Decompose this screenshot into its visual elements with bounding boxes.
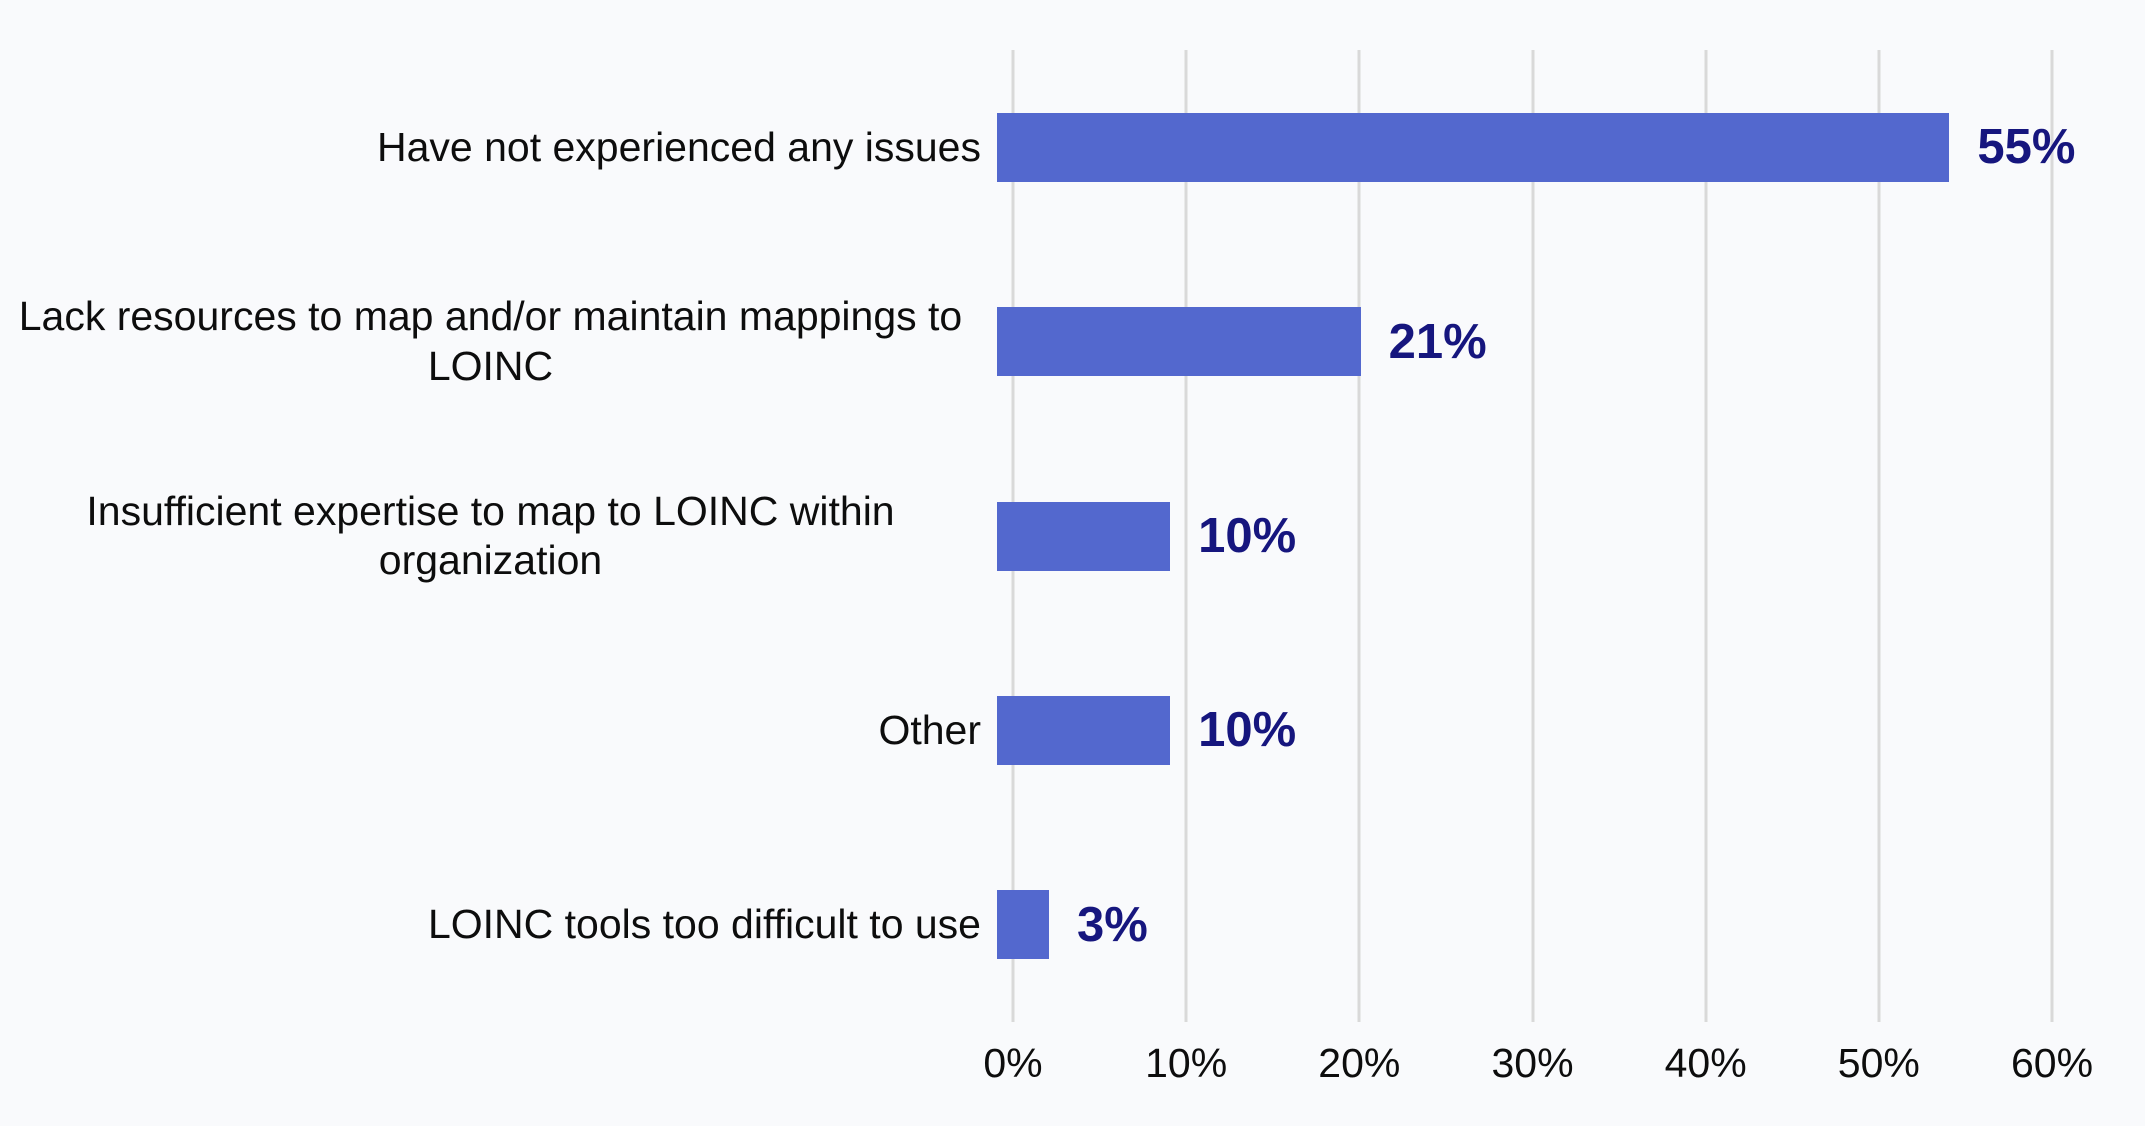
x-axis-tick: 40% <box>1664 1040 1747 1086</box>
gridline <box>1877 50 1881 1022</box>
category-label: Have not experienced any issues <box>0 123 997 172</box>
bar-track: 55% <box>997 50 2145 244</box>
x-axis-tick: 0% <box>983 1040 1043 1086</box>
bar[interactable] <box>997 307 1361 377</box>
value-label: 3% <box>1076 897 1148 952</box>
x-axis-tick: 20% <box>1318 1040 1401 1086</box>
x-axis-tick: 10% <box>1145 1040 1228 1086</box>
gridline <box>1704 50 1708 1022</box>
category-label-text: LOINC tools too difficult to use <box>427 901 981 948</box>
x-axis: 0% 10% 20% 30% 40% 50% 60% <box>0 1040 2145 1100</box>
bar-track: 21% <box>997 244 2145 438</box>
category-label: Other <box>0 706 997 755</box>
chart-row: LOINC tools too difficult to use 3% <box>0 828 2145 1022</box>
category-label-text: Other <box>878 706 981 753</box>
category-label: LOINC tools too difficult to use <box>0 900 997 949</box>
value-label: 21% <box>1388 314 1487 369</box>
bar-track: 10% <box>997 439 2145 633</box>
bar[interactable] <box>997 890 1049 960</box>
chart-row: Other 10% <box>0 633 2145 827</box>
chart-rows: Have not experienced any issues 55% Lack r… <box>0 50 2145 1022</box>
value-label: 55% <box>1977 120 2076 175</box>
x-axis-tick: 30% <box>1491 1040 1574 1086</box>
gridline <box>1184 50 1188 1022</box>
category-label: Insufficient expertise to map to LOINC w… <box>0 487 997 585</box>
bar[interactable] <box>997 112 1950 182</box>
chart-row: Insufficient expertise to map to LOINC w… <box>0 439 2145 633</box>
bar-track: 10% <box>997 633 2145 827</box>
bar[interactable] <box>997 501 1171 571</box>
chart-row: Have not experienced any issues 55% <box>0 50 2145 244</box>
bar[interactable] <box>997 695 1171 765</box>
x-axis-tick: 50% <box>1837 1040 1920 1086</box>
value-label: 10% <box>1198 703 1297 758</box>
category-label: Lack resources to map and/or maintain ma… <box>0 292 997 390</box>
category-label-text: Lack resources to map and/or maintain ma… <box>18 293 963 389</box>
category-label-text: Have not experienced any issues <box>377 123 981 170</box>
x-axis-tick: 60% <box>2010 1040 2094 1086</box>
chart-row: Lack resources to map and/or maintain ma… <box>0 244 2145 438</box>
gridline <box>1357 50 1361 1022</box>
gridline <box>1531 50 1534 1022</box>
value-label: 10% <box>1198 509 1297 564</box>
gridline <box>2050 50 2054 1022</box>
category-label-text: Insufficient expertise to map to LOINC w… <box>86 487 895 584</box>
bar-track: 3% <box>997 828 2145 1022</box>
